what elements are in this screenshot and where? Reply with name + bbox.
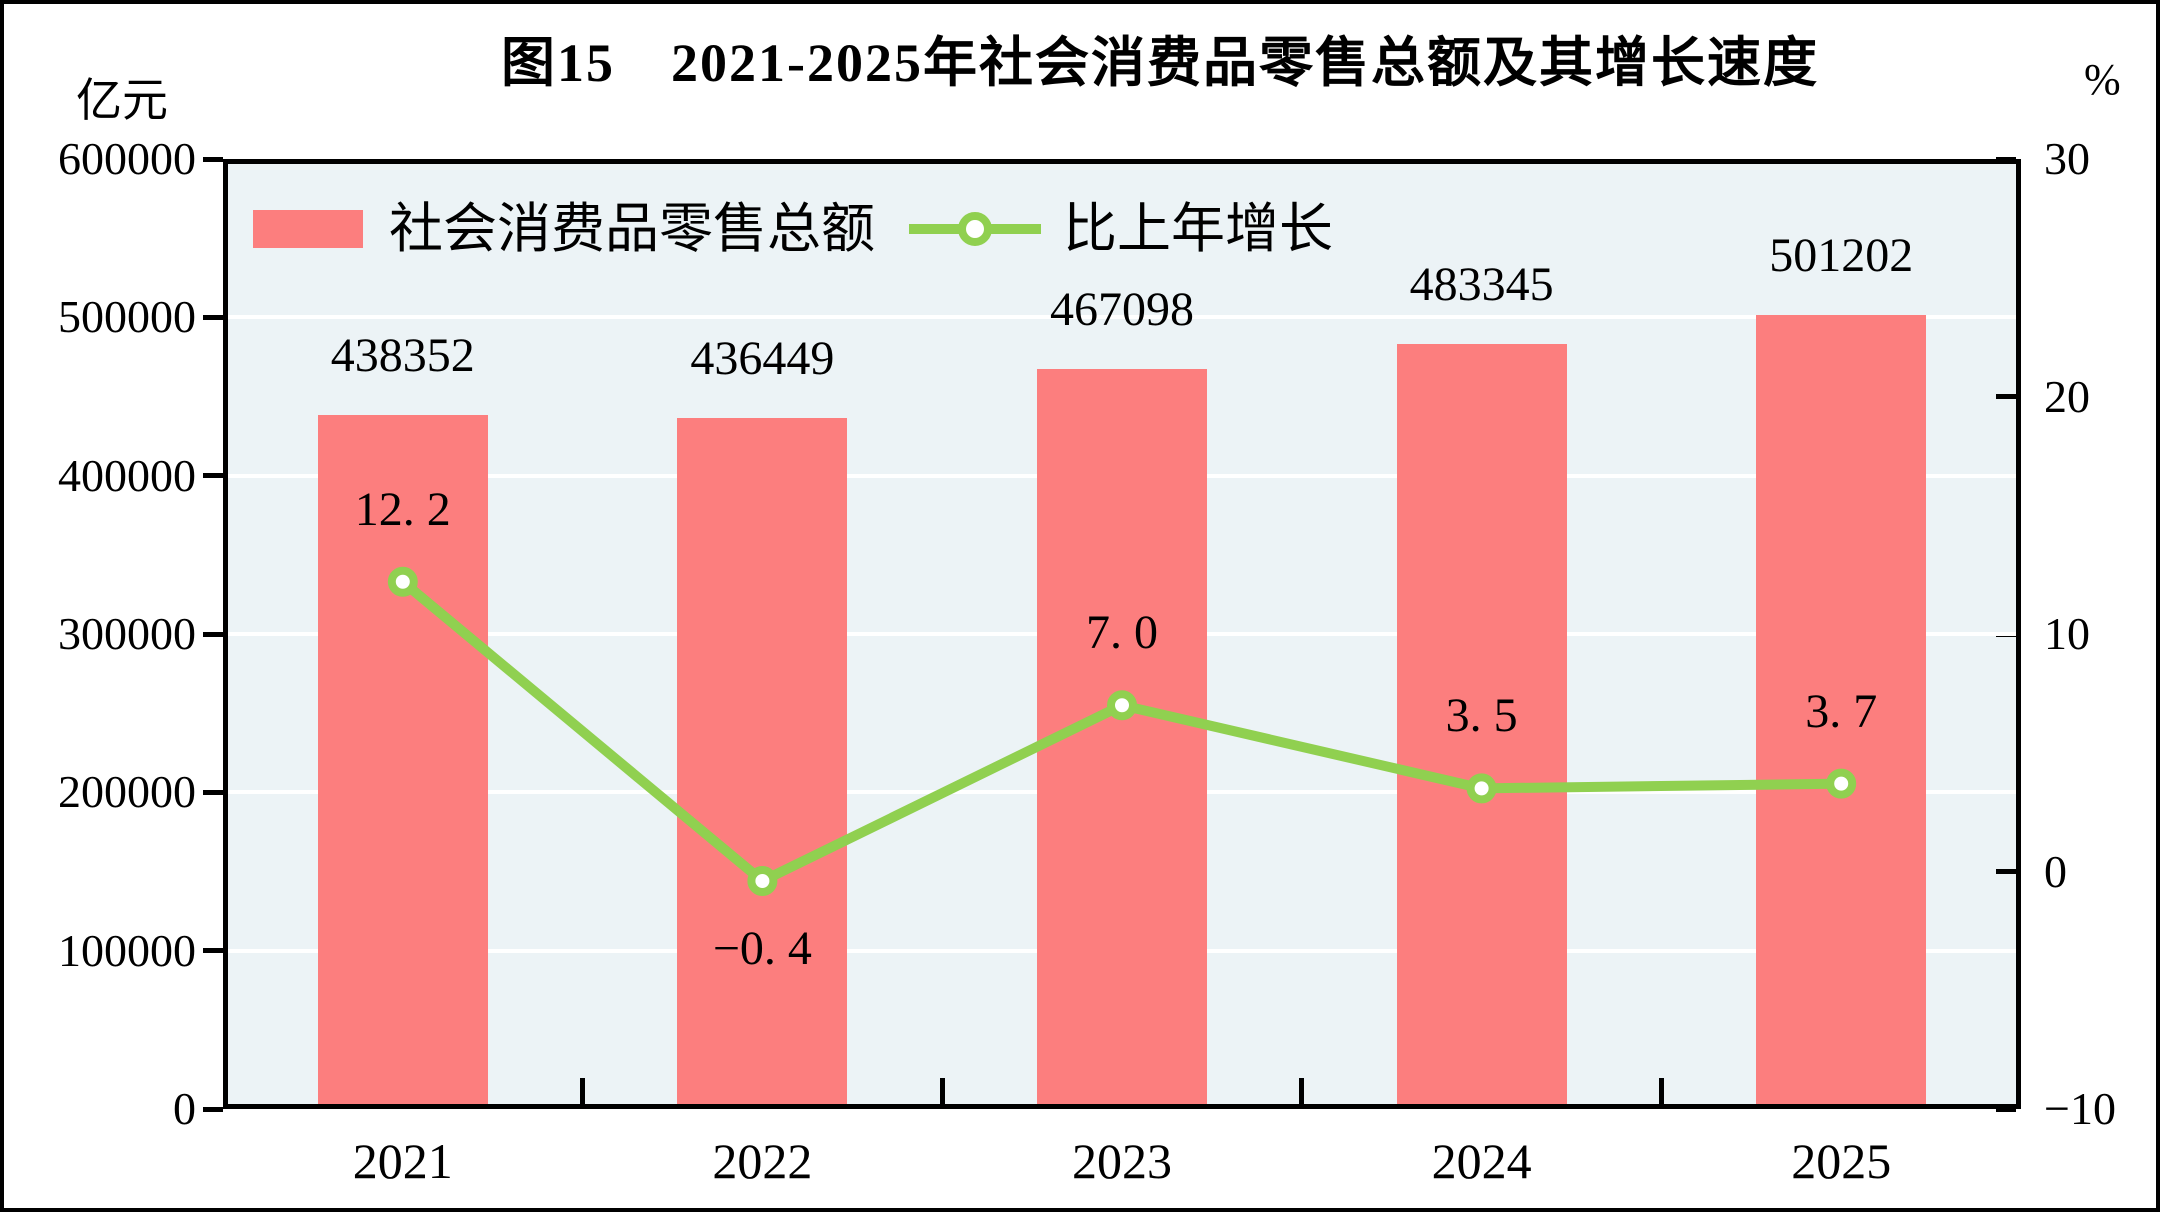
right-axis-tick-label: −10 [2044,1083,2116,1134]
left-axis-tick-label: 400000 [58,449,196,501]
plot-border-right [2016,159,2021,1109]
left-axis-tick-label: 500000 [58,291,196,343]
left-axis-unit: 亿元 [76,75,168,126]
left-axis-tick-label: 600000 [58,133,196,184]
right-axis-tick-label: 10 [2044,608,2090,659]
line-point-marker [747,866,778,896]
gridline [223,315,2021,320]
left-axis-tick-label: 100000 [58,924,196,976]
chart-title: 图15 2021-2025年社会消费品零售总额及其增长速度 [501,33,1819,93]
x-axis-category-label: 2022 [712,1133,813,1189]
left-axis-tick [203,631,223,637]
growth-line-layer [387,566,1857,896]
bar-value-label: 483345 [1409,257,1554,311]
right-axis-tick-label: 20 [2044,370,2090,422]
left-axis-tick [203,473,223,479]
plot-border-left [223,159,228,1109]
left-axis-tick-label: 200000 [58,766,196,818]
line-value-label: 3. 5 [1445,689,1518,743]
bar [1756,315,1927,1109]
plot-area: 社会消费品零售总额 比上年增长 438352 436449 467098 483345… [223,159,2021,1188]
right-axis-tick-label: 30 [2044,133,2090,184]
legend-line-label: 比上年增长 [1063,199,1333,259]
legend: 社会消费品零售总额 比上年增长 [253,199,1333,259]
line-point-marker [1107,690,1137,721]
x-axis-tick [580,1078,586,1104]
legend-line-swatch [909,210,1041,248]
line-point-marker [1826,768,1857,799]
x-axis-category-label: 2021 [352,1133,453,1189]
x-axis-tick [1658,1078,1664,1104]
left-axis-tick [203,156,223,162]
left-axis-tick-label: 300000 [58,608,196,659]
line-value-label: 3. 7 [1805,684,1878,738]
right-axis-tick [1996,869,2016,874]
line-value-label: 12. 2 [354,482,451,536]
x-axis-category-label: 2023 [1072,1133,1172,1189]
left-axis-tick [203,789,223,795]
bar-value-label: 436449 [690,331,835,385]
bar [1037,369,1207,1109]
legend-bar-swatch [253,210,363,248]
right-axis-tick-label: 0 [2044,845,2067,897]
line-value-label: 7. 0 [1086,606,1158,660]
right-axis-tick [1996,1106,2016,1112]
x-axis-category-label: 2024 [1431,1133,1532,1189]
left-axis-tick [203,1106,223,1112]
left-axis-tick-label: 0 [173,1083,196,1134]
legend-line-marker-icon [958,212,992,246]
plot-border-bottom [223,1104,2021,1109]
plot-border-top [223,159,2021,164]
legend-bar-label: 社会消费品零售总额 [389,199,875,259]
left-axis-tick [203,948,223,954]
x-axis-category-label: 2025 [1791,1133,1892,1189]
bar-value-label: 438352 [330,328,475,382]
line-point-marker [387,566,418,597]
bar-value-label: 467098 [1050,283,1194,337]
line-point-marker [1466,773,1497,804]
bar [317,414,488,1109]
line-value-label: −0. 4 [712,922,812,975]
bar [677,417,848,1109]
x-axis-tick [1299,1078,1305,1104]
left-axis-tick [203,314,223,320]
bar [1396,343,1567,1109]
right-axis-unit: % [2084,55,2121,104]
right-axis-tick [1996,394,2016,399]
bar-value-label: 501202 [1769,229,1914,283]
x-axis-tick [939,1078,945,1104]
